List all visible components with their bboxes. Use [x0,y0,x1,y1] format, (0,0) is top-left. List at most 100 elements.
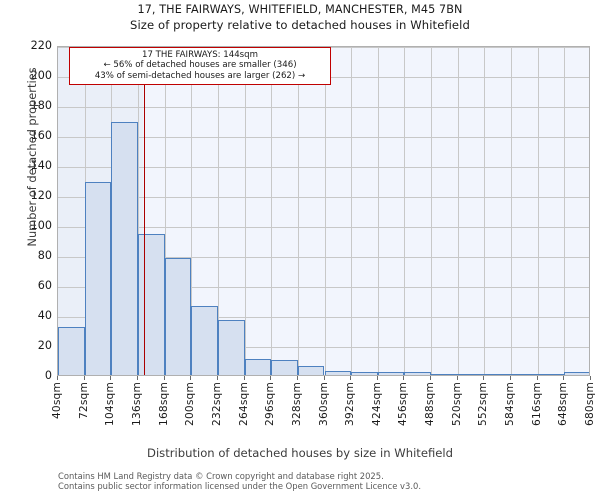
x-tick-520sqm: 520sqm [450,382,463,426]
gridline-x-392 [351,47,353,375]
x-tickmark-392sqm [350,376,352,380]
x-tickmark-40sqm [57,376,58,380]
bar-40sqm [58,327,85,375]
x-tick-680sqm: 680sqm [584,382,596,426]
footer-line-2: Contains public sector information licen… [58,480,421,491]
x-tickmark-296sqm [270,376,272,380]
gridline-y-100 [58,227,589,228]
annotation-line-1: 17 THE FAIRWAYS: 144sqm [141,50,258,60]
property-size-marker-line [143,47,146,375]
bar-168sqm [164,258,192,375]
x-tickmark-232sqm [216,376,218,380]
x-tick-360sqm: 360sqm [317,382,330,426]
y-tick-200: 200 [30,69,52,82]
x-tickmark-616sqm [536,376,538,380]
x-tickmark-136sqm [136,376,138,380]
bar-200sqm [191,306,218,375]
bar-520sqm [457,373,485,375]
x-tick-72sqm: 72sqm [77,382,90,420]
y-tick-80: 80 [37,249,52,262]
x-tickmark-360sqm [323,376,325,380]
gridline-y-160 [58,137,589,138]
bar-328sqm [297,366,325,375]
x-tickmark-168sqm [163,376,165,380]
gridline-x-552 [484,47,486,375]
x-tick-456sqm: 456sqm [397,382,410,426]
x-tickmark-264sqm [243,376,245,380]
gridline-x-456 [404,47,406,375]
gridline-x-424 [377,47,379,375]
y-tick-160: 160 [30,129,52,142]
chart-title-block: 17, THE FAIRWAYS, WHITEFIELD, MANCHESTER… [0,2,600,33]
x-tick-648sqm: 648sqm [557,382,570,426]
y-tick-40: 40 [37,309,52,322]
page-title: 17, THE FAIRWAYS, WHITEFIELD, MANCHESTER… [137,3,463,16]
bar-648sqm [564,372,589,375]
x-tickmark-680sqm [590,376,591,380]
x-tick-168sqm: 168sqm [157,382,170,426]
bar-616sqm [537,374,565,375]
x-tick-616sqm: 616sqm [530,382,543,426]
x-tickmark-72sqm [83,376,85,380]
y-tick-60: 60 [37,279,52,292]
x-tick-424sqm: 424sqm [370,382,383,426]
x-tick-392sqm: 392sqm [344,382,357,426]
y-tick-100: 100 [30,219,52,232]
histogram-bars [58,47,589,375]
gridline-y-20 [58,347,589,348]
gridline-y-40 [58,317,589,318]
x-tick-136sqm: 136sqm [130,382,143,426]
bar-552sqm [484,373,512,375]
x-tick-40sqm: 40sqm [51,382,63,420]
gridline-x-584 [511,47,513,375]
gridline-x-488 [431,47,433,375]
gridline-x-648 [564,47,566,375]
plot-area [57,46,590,376]
x-tickmark-424sqm [376,376,378,380]
bar-584sqm [511,374,538,375]
gridline-y-60 [58,287,589,288]
gridline-y-120 [58,197,589,198]
x-tickmark-488sqm [430,376,432,380]
bar-488sqm [431,373,458,375]
x-tick-232sqm: 232sqm [210,382,223,426]
y-tick-180: 180 [30,99,52,112]
x-tick-200sqm: 200sqm [184,382,197,426]
bar-424sqm [377,372,405,375]
y-tick-20: 20 [37,339,52,352]
y-tick-120: 120 [30,189,52,202]
x-tickmark-456sqm [403,376,405,380]
y-tick-0: 0 [44,369,52,382]
bar-392sqm [351,372,378,375]
y-tick-140: 140 [30,159,52,172]
gridline-x-520 [457,47,459,375]
gridline-x-296 [271,47,273,375]
gridline-x-136 [137,47,139,375]
gridline-x-264 [244,47,246,375]
gridline-x-616 [537,47,539,375]
annotation-line-2: ← 56% of detached houses are smaller (34… [103,60,297,71]
x-tick-296sqm: 296sqm [264,382,277,426]
x-tick-584sqm: 584sqm [504,382,517,426]
y-tick-220: 220 [30,39,52,52]
x-tick-328sqm: 328sqm [290,382,303,426]
bar-104sqm [111,121,138,375]
bar-264sqm [244,358,272,375]
bar-232sqm [217,319,245,375]
bar-136sqm [137,234,165,375]
gridline-x-168 [164,47,166,375]
annotation-line-3: 43% of semi-detached houses are larger (… [94,70,306,81]
x-tickmark-104sqm [110,376,112,380]
footer-line-1: Contains HM Land Registry data © Crown c… [58,471,384,481]
x-tick-552sqm: 552sqm [477,382,490,426]
gridline-x-200 [191,47,193,375]
bar-456sqm [404,372,432,375]
x-tickmark-200sqm [190,376,192,380]
bar-296sqm [271,360,298,375]
x-tickmark-520sqm [456,376,458,380]
x-tickmark-552sqm [483,376,485,380]
x-tickmark-328sqm [296,376,298,380]
gridline-y-140 [58,167,589,168]
chart-subtitle: Size of property relative to detached ho… [130,18,470,32]
gridline-x-232 [217,47,219,375]
